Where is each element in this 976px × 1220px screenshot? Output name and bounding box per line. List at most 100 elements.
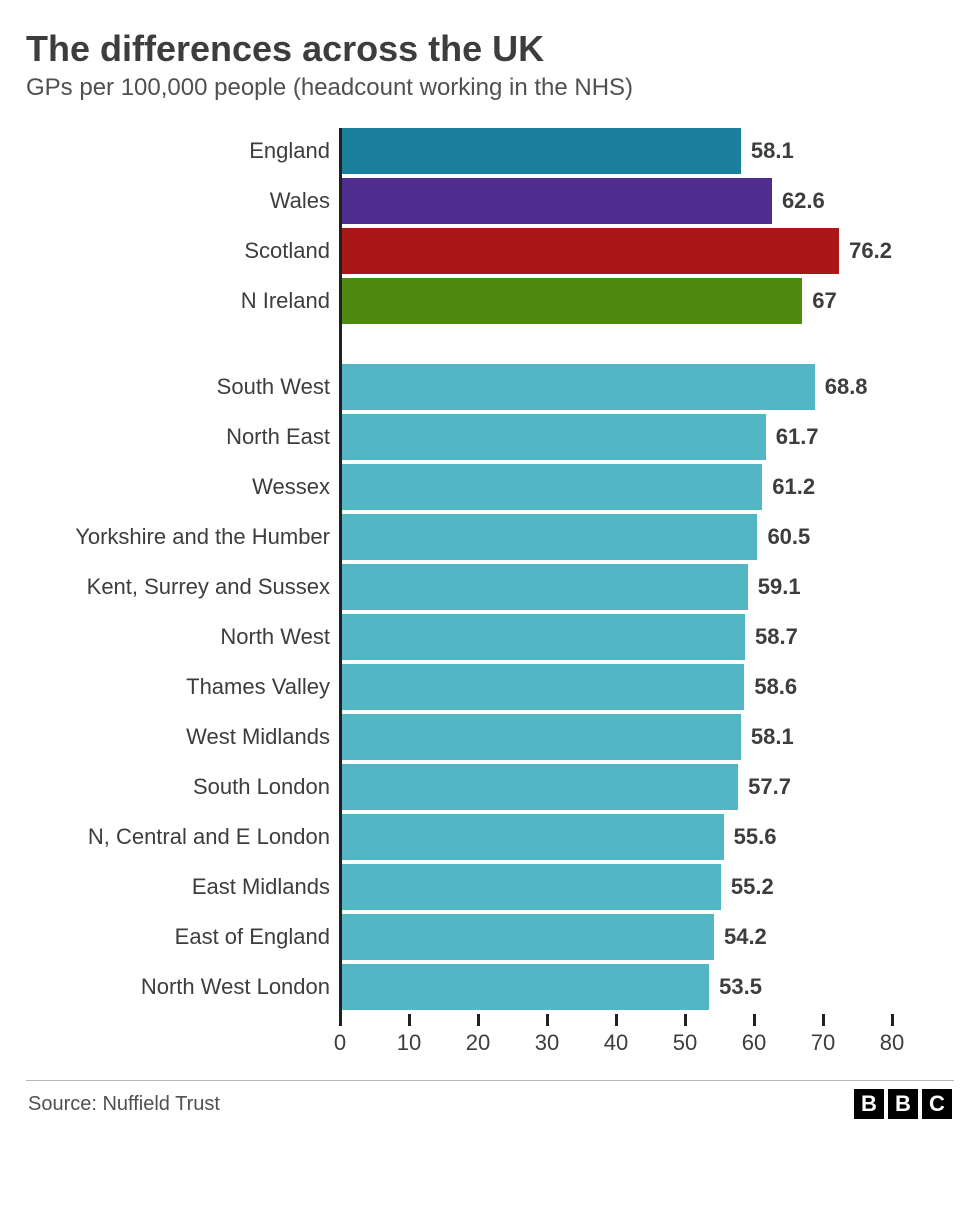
bar-label: South West — [28, 374, 340, 400]
bar — [340, 178, 772, 224]
bar-value: 57.7 — [738, 774, 791, 800]
bar — [340, 864, 721, 910]
bbc-block: B — [888, 1089, 918, 1119]
x-tick-label: 70 — [811, 1030, 835, 1056]
bar — [340, 564, 748, 610]
source-label: Source: Nuffield Trust — [28, 1093, 220, 1116]
group-gap — [28, 328, 952, 364]
bar-value: 67 — [802, 288, 836, 314]
bar-label: N, Central and E London — [28, 824, 340, 850]
bar-value: 61.7 — [766, 424, 819, 450]
bar — [340, 664, 744, 710]
bbc-logo: BBC — [854, 1089, 952, 1119]
bar-label: South London — [28, 774, 340, 800]
x-tick-label: 50 — [673, 1030, 697, 1056]
chart-plot: England 58.1 Wales 62.6 Scotland 76.2 N Irelan… — [28, 128, 952, 1010]
x-tick-label: 10 — [397, 1030, 421, 1056]
bar — [340, 464, 762, 510]
bar-row: Kent, Surrey and Sussex 59.1 — [28, 564, 952, 610]
bar-label: Kent, Surrey and Sussex — [28, 574, 340, 600]
bar-label: England — [28, 138, 340, 164]
bar-value: 68.8 — [815, 374, 868, 400]
bar — [340, 964, 709, 1010]
bar-track: 53.5 — [340, 964, 892, 1010]
bar-row: East Midlands 55.2 — [28, 864, 952, 910]
bar-value: 59.1 — [748, 574, 801, 600]
bar — [340, 764, 738, 810]
x-tick — [753, 1014, 756, 1026]
bar-row: Thames Valley 58.6 — [28, 664, 952, 710]
bar-label: East of England — [28, 924, 340, 950]
bar — [340, 364, 815, 410]
bar — [340, 514, 757, 560]
x-tick — [822, 1014, 825, 1026]
chart-subtitle: GPs per 100,000 people (headcount workin… — [26, 74, 954, 102]
bar-row: North West58.7 — [28, 614, 952, 660]
bar-track: 59.1 — [340, 564, 892, 610]
x-tick-label: 0 — [334, 1030, 346, 1056]
bar-value: 60.5 — [757, 524, 810, 550]
chart-footer: Source: Nuffield Trust BBC — [26, 1089, 954, 1119]
bbc-block: B — [854, 1089, 884, 1119]
x-tick-label: 40 — [604, 1030, 628, 1056]
x-tick-label: 80 — [880, 1030, 904, 1056]
bar-value: 53.5 — [709, 974, 762, 1000]
bar-track: 76.2 — [340, 228, 892, 274]
bar-track: 58.7 — [340, 614, 892, 660]
bar — [340, 228, 839, 274]
bar-value: 55.2 — [721, 874, 774, 900]
bbc-block: C — [922, 1089, 952, 1119]
chart-title: The differences across the UK — [26, 28, 954, 70]
bar-value: 58.6 — [744, 674, 797, 700]
bar-track: 58.1 — [340, 714, 892, 760]
x-tick-label: 20 — [466, 1030, 490, 1056]
x-tick — [684, 1014, 687, 1026]
bar-track: 67 — [340, 278, 892, 324]
bar-row: Scotland 76.2 — [28, 228, 952, 274]
x-tick — [339, 1014, 342, 1026]
bar — [340, 278, 802, 324]
bar-row: N Ireland67 — [28, 278, 952, 324]
bar-label: West Midlands — [28, 724, 340, 750]
bar-value: 54.2 — [714, 924, 767, 950]
bar — [340, 714, 741, 760]
bar-track: 55.2 — [340, 864, 892, 910]
footer-rule — [26, 1080, 954, 1081]
bar-row: Wessex 61.2 — [28, 464, 952, 510]
bar-row: South West 68.8 — [28, 364, 952, 410]
x-tick — [477, 1014, 480, 1026]
bar-track: 61.2 — [340, 464, 892, 510]
bar-label: North West London — [28, 974, 340, 1000]
chart-container: The differences across the UK GPs per 10… — [0, 0, 976, 1137]
x-tick-label: 30 — [535, 1030, 559, 1056]
bar-label: North West — [28, 624, 340, 650]
x-tick — [891, 1014, 894, 1026]
bar-value: 61.2 — [762, 474, 815, 500]
bar-track: 57.7 — [340, 764, 892, 810]
bar-label: Thames Valley — [28, 674, 340, 700]
bar-track: 61.7 — [340, 414, 892, 460]
bar-label: Yorkshire and the Humber — [28, 524, 340, 550]
bar-value: 62.6 — [772, 188, 825, 214]
bar-row: N, Central and E London55.6 — [28, 814, 952, 860]
bar-label: Wessex — [28, 474, 340, 500]
bar-label: Scotland — [28, 238, 340, 264]
bar-track: 55.6 — [340, 814, 892, 860]
bar-track: 54.2 — [340, 914, 892, 960]
bar-value: 76.2 — [839, 238, 892, 264]
y-axis-line — [339, 128, 342, 1014]
bar — [340, 814, 724, 860]
x-tick — [615, 1014, 618, 1026]
bar-label: Wales — [28, 188, 340, 214]
x-axis: 0 10 20 30 40 50 60 70 80 — [28, 1014, 952, 1070]
bar-value: 58.1 — [741, 724, 794, 750]
bar — [340, 914, 714, 960]
bar-row: West Midlands 58.1 — [28, 714, 952, 760]
bar-row: England 58.1 — [28, 128, 952, 174]
x-tick-label: 60 — [742, 1030, 766, 1056]
bar-row: South London 57.7 — [28, 764, 952, 810]
bar-row: North West London 53.5 — [28, 964, 952, 1010]
bar-label: East Midlands — [28, 874, 340, 900]
bar — [340, 128, 741, 174]
bar-value: 58.1 — [741, 138, 794, 164]
